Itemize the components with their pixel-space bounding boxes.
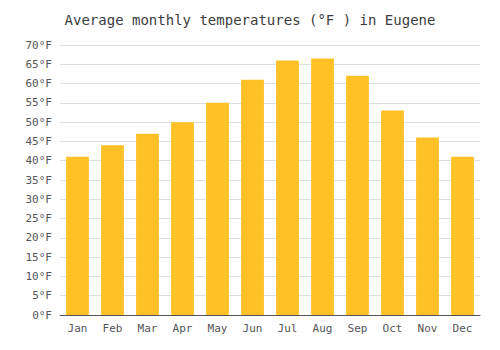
svg-text:50°F: 50°F bbox=[26, 116, 53, 129]
svg-text:Mar: Mar bbox=[138, 322, 158, 335]
svg-text:25°F: 25°F bbox=[26, 212, 53, 225]
svg-text:Aug: Aug bbox=[313, 322, 333, 335]
svg-text:45°F: 45°F bbox=[26, 135, 53, 148]
svg-text:Nov: Nov bbox=[418, 322, 438, 335]
svg-text:20°F: 20°F bbox=[26, 231, 53, 244]
svg-text:65°F: 65°F bbox=[26, 58, 53, 71]
svg-text:55°F: 55°F bbox=[26, 96, 53, 109]
svg-text:Jun: Jun bbox=[243, 322, 263, 335]
svg-text:30°F: 30°F bbox=[26, 193, 53, 206]
svg-text:5°F: 5°F bbox=[32, 289, 52, 302]
svg-text:60°F: 60°F bbox=[26, 77, 53, 90]
svg-text:0°F: 0°F bbox=[32, 309, 52, 322]
svg-text:Sep: Sep bbox=[348, 322, 368, 335]
svg-text:Average monthly temperatures (: Average monthly temperatures (°F ) in Eu… bbox=[65, 12, 436, 28]
svg-text:10°F: 10°F bbox=[26, 270, 53, 283]
svg-text:Feb: Feb bbox=[103, 322, 123, 335]
svg-text:35°F: 35°F bbox=[26, 174, 53, 187]
svg-text:Jan: Jan bbox=[68, 322, 88, 335]
svg-text:Dec: Dec bbox=[453, 322, 473, 335]
svg-text:70°F: 70°F bbox=[26, 39, 53, 52]
svg-text:Oct: Oct bbox=[383, 322, 403, 335]
svg-text:40°F: 40°F bbox=[26, 154, 53, 167]
svg-text:15°F: 15°F bbox=[26, 251, 53, 264]
svg-text:Apr: Apr bbox=[173, 322, 193, 335]
svg-text:Jul: Jul bbox=[278, 322, 298, 335]
svg-text:May: May bbox=[208, 322, 228, 335]
